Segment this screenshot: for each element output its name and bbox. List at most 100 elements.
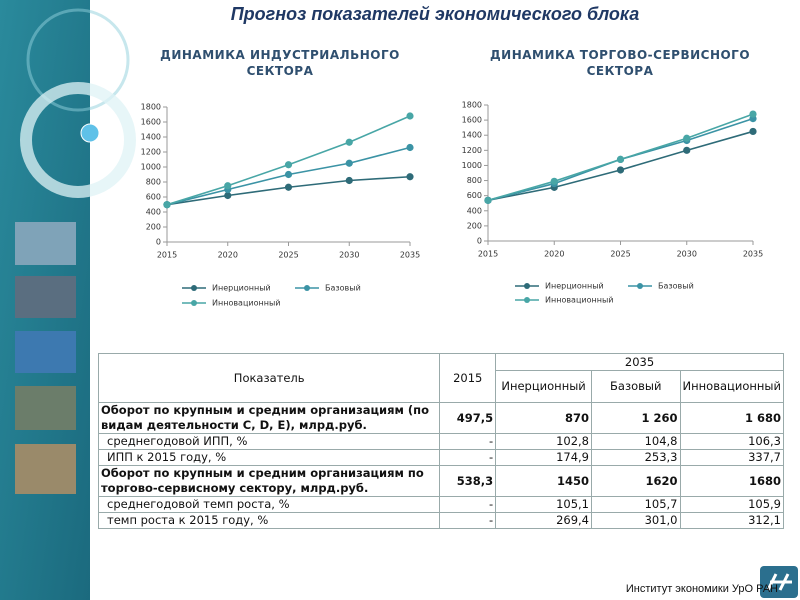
table-row: среднегодовой ИПП, % -102,8 104,8 106,3 xyxy=(97,433,785,450)
photo xyxy=(15,444,76,494)
data-point xyxy=(406,173,414,181)
x-tick-label: 2035 xyxy=(400,251,420,260)
table-cell: Оборот по крупным и средним организациям… xyxy=(97,465,441,497)
table-cell: 497,5 xyxy=(439,402,497,434)
table-cell: 1620 xyxy=(591,465,681,497)
table-row: темп роста к 2015 году, % -269,4 301,0 312,… xyxy=(97,512,785,529)
header-cell: 2015 xyxy=(439,353,497,403)
legend-label: Инновационный xyxy=(212,299,280,308)
slide-title: Прогноз показателей экономического блока xyxy=(230,4,640,24)
data-point xyxy=(550,177,558,185)
table-row: ИПП к 2015 году, % -174,9 253,3 337,7 xyxy=(97,449,785,466)
table-cell: 337,7 xyxy=(679,449,785,466)
data-point xyxy=(616,166,625,174)
table-cell: 1 680 xyxy=(679,402,785,434)
table-cell: - xyxy=(439,433,497,450)
data-point xyxy=(406,143,414,152)
table-cell: 105,7 xyxy=(591,496,681,513)
table-cell: 269,4 xyxy=(495,512,593,529)
legend-marker xyxy=(524,297,530,303)
table-cell: 106,3 xyxy=(679,433,785,450)
table-cell: темп роста к 2015 году, % xyxy=(97,512,441,529)
series-line xyxy=(166,115,411,206)
y-tick-label: 200 xyxy=(467,221,482,230)
table-cell: 1680 xyxy=(679,465,785,497)
data-point xyxy=(224,182,232,190)
table-cell: 253,3 xyxy=(591,449,681,466)
data-point xyxy=(749,127,757,136)
y-tick-label: 400 xyxy=(467,206,482,215)
y-tick-label: 1400 xyxy=(462,131,482,140)
legend-marker xyxy=(191,300,197,306)
x-tick-label: 2020 xyxy=(544,250,564,259)
decor-ball xyxy=(80,123,100,143)
x-tick-label: 2015 xyxy=(478,250,498,259)
y-tick-label: 1200 xyxy=(462,146,482,155)
data-point xyxy=(616,155,625,163)
x-tick-label: 2035 xyxy=(743,250,763,259)
photo xyxy=(15,386,76,430)
y-tick-label: 1800 xyxy=(141,103,161,112)
table-cell: ИПП к 2015 году, % xyxy=(97,449,441,466)
table-cell: среднегодовой темп роста, % xyxy=(97,496,441,513)
data-point xyxy=(284,170,293,179)
header-cell: Базовый xyxy=(591,370,681,403)
table-cell: 174,9 xyxy=(495,449,593,466)
table-cell: 312,1 xyxy=(679,512,785,529)
chart-title: ДИНАМИКА ТОРГОВО-СЕРВИСНОГО СЕКТОРА xyxy=(489,48,751,78)
y-tick-label: 0 xyxy=(477,237,482,246)
table-row: Оборот по крупным и средним организациям… xyxy=(97,402,785,434)
data-point xyxy=(345,176,353,185)
decor-circle xyxy=(26,8,130,112)
x-tick-label: 2025 xyxy=(278,251,298,260)
data-table: Показатель 2015 2035 Инерционный Базовый Инн… xyxy=(97,353,785,529)
y-tick-label: 800 xyxy=(467,176,482,185)
footer: Институт экономики УрО РАН xyxy=(625,583,778,595)
legend-label: Инерционный xyxy=(212,284,271,293)
table-cell: - xyxy=(439,496,497,513)
legend-marker xyxy=(524,283,530,289)
y-tick-label: 1800 xyxy=(462,101,482,110)
data-point xyxy=(345,159,353,167)
photo xyxy=(15,276,76,318)
table-row: Оборот по крупным и средним организациям… xyxy=(97,465,785,497)
table-cell: 105,1 xyxy=(495,496,593,513)
data-point xyxy=(284,183,293,191)
legend-marker xyxy=(304,285,310,291)
legend-label: Инновационный xyxy=(545,296,613,305)
header-cell: 2035 xyxy=(495,353,784,371)
table-cell: 105,9 xyxy=(679,496,785,513)
data-point xyxy=(683,134,691,142)
table-row: среднегодовой темп роста, % -105,1 105,7 10… xyxy=(97,496,785,513)
table-cell: 102,8 xyxy=(495,433,593,450)
x-tick-label: 2030 xyxy=(677,250,697,259)
table-cell: Оборот по крупным и средним организациям… xyxy=(97,402,441,434)
table-body: Оборот по крупным и средним организациям… xyxy=(97,402,785,529)
y-tick-label: 400 xyxy=(146,208,161,217)
table-cell: 1450 xyxy=(495,465,593,497)
x-tick-label: 2025 xyxy=(610,250,630,259)
data-point xyxy=(683,146,691,154)
x-tick-label: 2020 xyxy=(218,251,238,260)
legend-label: Базовый xyxy=(658,282,694,291)
decor-circle xyxy=(20,82,136,198)
data-point xyxy=(406,112,414,120)
legend-marker xyxy=(191,285,197,291)
y-tick-label: 1200 xyxy=(141,148,161,157)
y-tick-label: 0 xyxy=(156,238,161,247)
x-tick-label: 2030 xyxy=(339,251,359,260)
table-cell: 301,0 xyxy=(591,512,681,529)
data-point xyxy=(749,110,757,118)
data-point xyxy=(224,191,232,200)
data-point xyxy=(345,138,353,146)
y-tick-label: 600 xyxy=(146,193,161,202)
table-cell: - xyxy=(439,449,497,466)
table-cell: 870 xyxy=(495,402,593,434)
table-cell: среднегодовой ИПП, % xyxy=(97,433,441,450)
header-cell: Инновационный xyxy=(679,370,785,403)
table-cell: 538,3 xyxy=(439,465,497,497)
y-tick-label: 800 xyxy=(146,178,161,187)
header-cell: Инерционный xyxy=(495,370,593,403)
